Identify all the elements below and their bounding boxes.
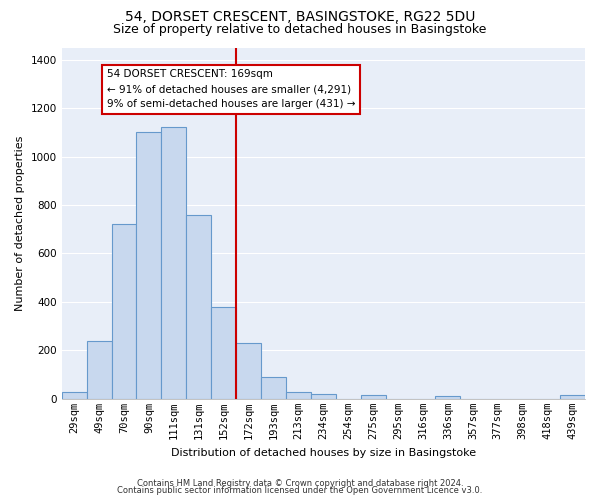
Bar [62, 392, 86, 399]
X-axis label: Distribution of detached houses by size in Basingstoke: Distribution of detached houses by size … [171, 448, 476, 458]
Bar [161, 128, 186, 399]
Text: Contains HM Land Registry data © Crown copyright and database right 2024.: Contains HM Land Registry data © Crown c… [137, 478, 463, 488]
Y-axis label: Number of detached properties: Number of detached properties [15, 136, 25, 311]
Text: Size of property relative to detached houses in Basingstoke: Size of property relative to detached ho… [113, 22, 487, 36]
Text: Contains public sector information licensed under the Open Government Licence v3: Contains public sector information licen… [118, 486, 482, 495]
Bar [86, 340, 112, 399]
Bar [186, 214, 211, 399]
Bar [211, 307, 236, 399]
Bar [436, 396, 460, 399]
Bar [112, 224, 136, 399]
Bar [136, 132, 161, 399]
Bar [236, 343, 261, 399]
Bar [261, 377, 286, 399]
Bar [560, 396, 585, 399]
Text: 54, DORSET CRESCENT, BASINGSTOKE, RG22 5DU: 54, DORSET CRESCENT, BASINGSTOKE, RG22 5… [125, 10, 475, 24]
Bar [361, 396, 386, 399]
Text: 54 DORSET CRESCENT: 169sqm
← 91% of detached houses are smaller (4,291)
9% of se: 54 DORSET CRESCENT: 169sqm ← 91% of deta… [107, 70, 355, 109]
Bar [311, 394, 336, 399]
Bar [286, 392, 311, 399]
